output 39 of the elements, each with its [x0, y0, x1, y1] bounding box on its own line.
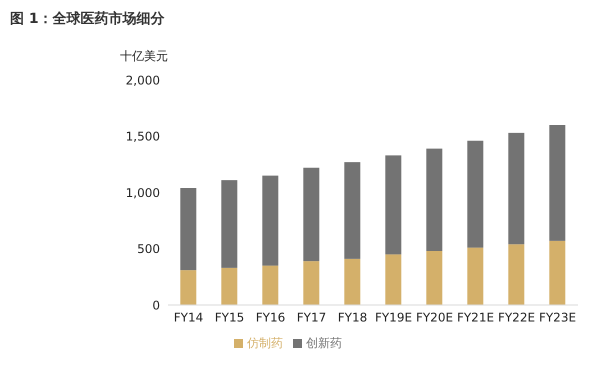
x-tick-label: FY19E [374, 310, 412, 325]
legend-label: 创新药 [306, 336, 342, 350]
bar [426, 251, 442, 305]
bar [221, 180, 238, 268]
bar [508, 244, 524, 305]
bar [180, 270, 196, 305]
bar [180, 188, 196, 270]
chart-title: 图 1：全球医药市场细分 [10, 10, 165, 28]
x-tick-label: FY14 [174, 310, 204, 325]
y-tick-label: 500 [137, 242, 160, 256]
y-tick-label: 0 [152, 298, 160, 312]
x-tick-label: FY17 [296, 310, 326, 325]
y-tick-label: 1,500 [126, 130, 160, 144]
bar [385, 254, 402, 305]
bar [467, 140, 484, 248]
bar [467, 248, 484, 305]
bar [303, 168, 320, 262]
bar [344, 162, 360, 259]
legend-label: 仿制药 [247, 336, 283, 350]
bar [508, 132, 524, 244]
x-tick-label: FY20E [416, 310, 454, 325]
bar [426, 148, 442, 251]
x-tick-label: FY23E [538, 310, 576, 325]
bar [549, 240, 566, 305]
y-tick-label: 2,000 [126, 73, 160, 88]
y-tick-label: 1,000 [126, 186, 160, 200]
y-axis-title: 十亿美元 [120, 48, 168, 65]
bar [344, 258, 360, 305]
x-tick-label: FY21E [456, 310, 494, 325]
x-tick-label: FY16 [256, 310, 286, 325]
bar [262, 266, 278, 305]
bar [303, 261, 320, 305]
x-tick-label: FY15 [214, 310, 244, 325]
x-tick-label: FY22E [498, 310, 536, 325]
x-tick-label: FY18 [338, 310, 368, 325]
bar [262, 176, 278, 266]
bar [549, 125, 566, 241]
bar [385, 155, 402, 254]
bar [221, 268, 238, 305]
